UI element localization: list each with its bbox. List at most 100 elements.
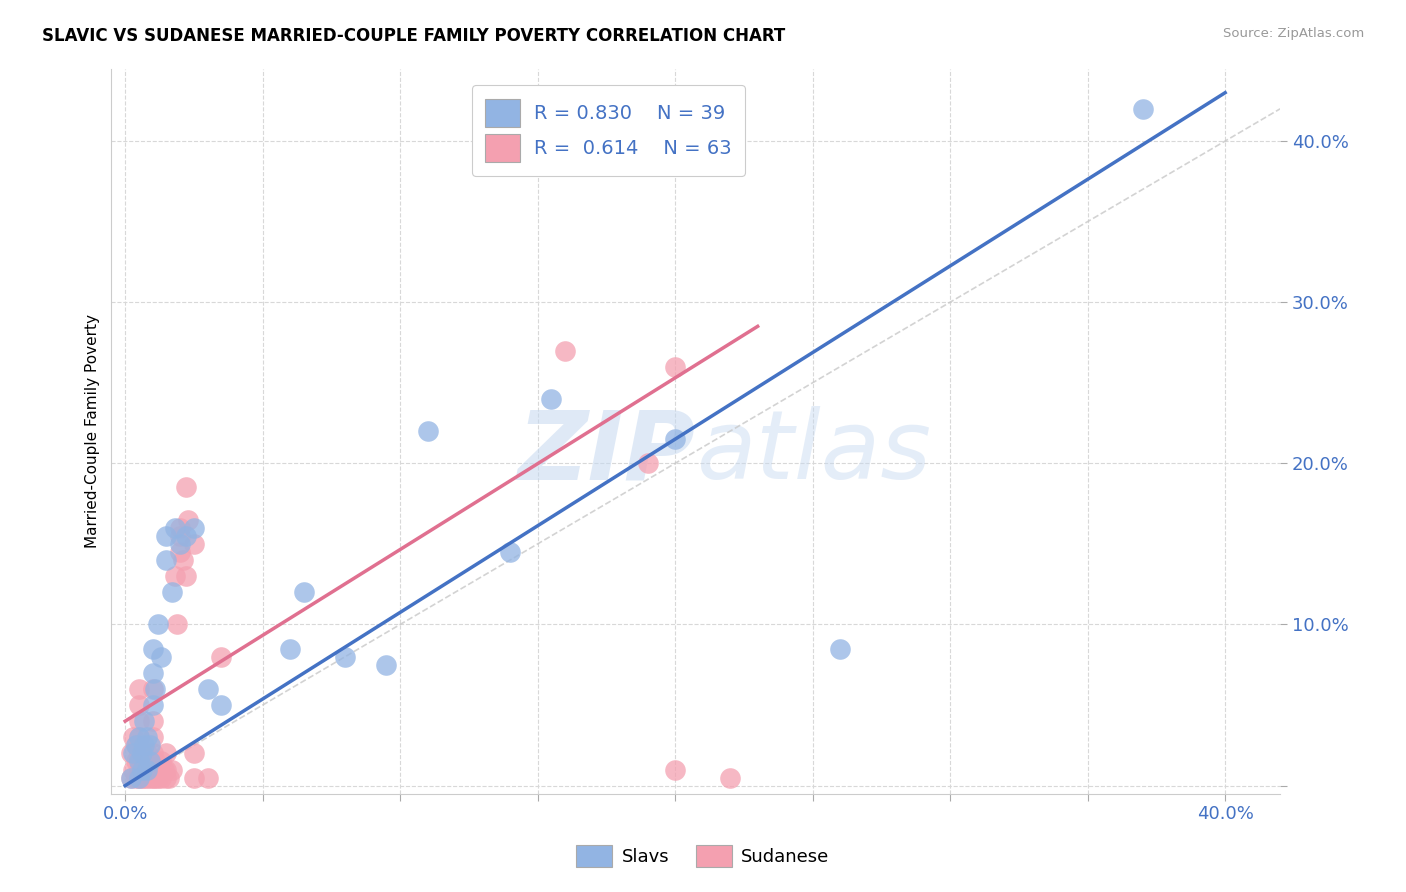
Point: [149, 649, 172, 664]
Point: [163, 569, 186, 583]
Point: [136, 763, 159, 777]
Point: [209, 698, 232, 712]
Point: [128, 681, 150, 696]
Legend: Slavs, Sudanese: Slavs, Sudanese: [569, 838, 837, 874]
Point: [134, 714, 156, 728]
Point: [499, 545, 522, 559]
Point: [146, 617, 169, 632]
Point: [131, 771, 153, 785]
Point: [128, 714, 150, 728]
Point: [145, 771, 167, 785]
Point: [155, 529, 177, 543]
Point: [292, 585, 315, 599]
Point: [128, 771, 150, 785]
Point: [142, 698, 165, 712]
Point: [146, 771, 169, 785]
Point: [134, 755, 156, 769]
Point: [169, 545, 191, 559]
Point: [134, 771, 156, 785]
Point: [664, 432, 686, 446]
Point: [416, 424, 439, 438]
Point: [177, 513, 200, 527]
Point: [160, 585, 183, 599]
Point: [131, 747, 153, 761]
Point: [160, 763, 183, 777]
Point: [142, 731, 165, 745]
Point: [174, 481, 197, 495]
Point: [125, 755, 148, 769]
Point: [122, 763, 145, 777]
Y-axis label: Married-Couple Family Poverty: Married-Couple Family Poverty: [86, 314, 100, 548]
Point: [134, 739, 156, 753]
Point: [139, 755, 162, 769]
Point: [554, 343, 576, 358]
Point: [120, 747, 142, 761]
Point: [134, 763, 156, 777]
Point: [120, 771, 142, 785]
Point: [155, 553, 177, 567]
Point: [131, 747, 153, 761]
Legend: R = 0.830    N = 39, R =  0.614    N = 63: R = 0.830 N = 39, R = 0.614 N = 63: [472, 86, 745, 176]
Point: [163, 521, 186, 535]
Point: [830, 641, 852, 656]
Point: [664, 763, 686, 777]
Point: [139, 739, 162, 753]
Point: [172, 553, 194, 567]
Point: [136, 771, 159, 785]
Point: [145, 755, 167, 769]
Point: [142, 763, 165, 777]
Point: [139, 771, 162, 785]
Point: [142, 747, 165, 761]
Point: [197, 771, 219, 785]
Point: [169, 537, 191, 551]
Point: [197, 681, 219, 696]
Point: [146, 763, 169, 777]
Point: [637, 456, 659, 470]
Point: [278, 641, 301, 656]
Point: [128, 755, 150, 769]
Point: [131, 763, 153, 777]
Point: [142, 665, 165, 680]
Point: [540, 392, 562, 406]
Point: [183, 521, 205, 535]
Point: [174, 569, 197, 583]
Point: [145, 681, 167, 696]
Text: ZIP: ZIP: [517, 407, 696, 500]
Point: [166, 617, 188, 632]
Text: Source: ZipAtlas.com: Source: ZipAtlas.com: [1223, 27, 1364, 40]
Point: [718, 771, 741, 785]
Point: [142, 641, 165, 656]
Point: [174, 529, 197, 543]
Point: [128, 763, 150, 777]
Point: [122, 731, 145, 745]
Point: [128, 747, 150, 761]
Point: [155, 747, 177, 761]
Point: [125, 739, 148, 753]
Point: [139, 755, 162, 769]
Point: [152, 763, 174, 777]
Point: [125, 739, 148, 753]
Point: [169, 529, 191, 543]
Point: [142, 681, 165, 696]
Point: [128, 731, 150, 745]
Point: [136, 731, 159, 745]
Point: [149, 771, 172, 785]
Point: [333, 649, 356, 664]
Point: [157, 771, 180, 785]
Point: [1132, 102, 1154, 116]
Point: [142, 771, 165, 785]
Point: [183, 771, 205, 785]
Text: SLAVIC VS SUDANESE MARRIED-COUPLE FAMILY POVERTY CORRELATION CHART: SLAVIC VS SUDANESE MARRIED-COUPLE FAMILY…: [42, 27, 786, 45]
Point: [375, 657, 398, 672]
Point: [128, 755, 150, 769]
Point: [128, 698, 150, 712]
Point: [142, 714, 165, 728]
Point: [183, 747, 205, 761]
Point: [122, 747, 145, 761]
Point: [155, 763, 177, 777]
Point: [149, 755, 172, 769]
Point: [155, 771, 177, 785]
Point: [136, 763, 159, 777]
Point: [183, 537, 205, 551]
Point: [125, 771, 148, 785]
